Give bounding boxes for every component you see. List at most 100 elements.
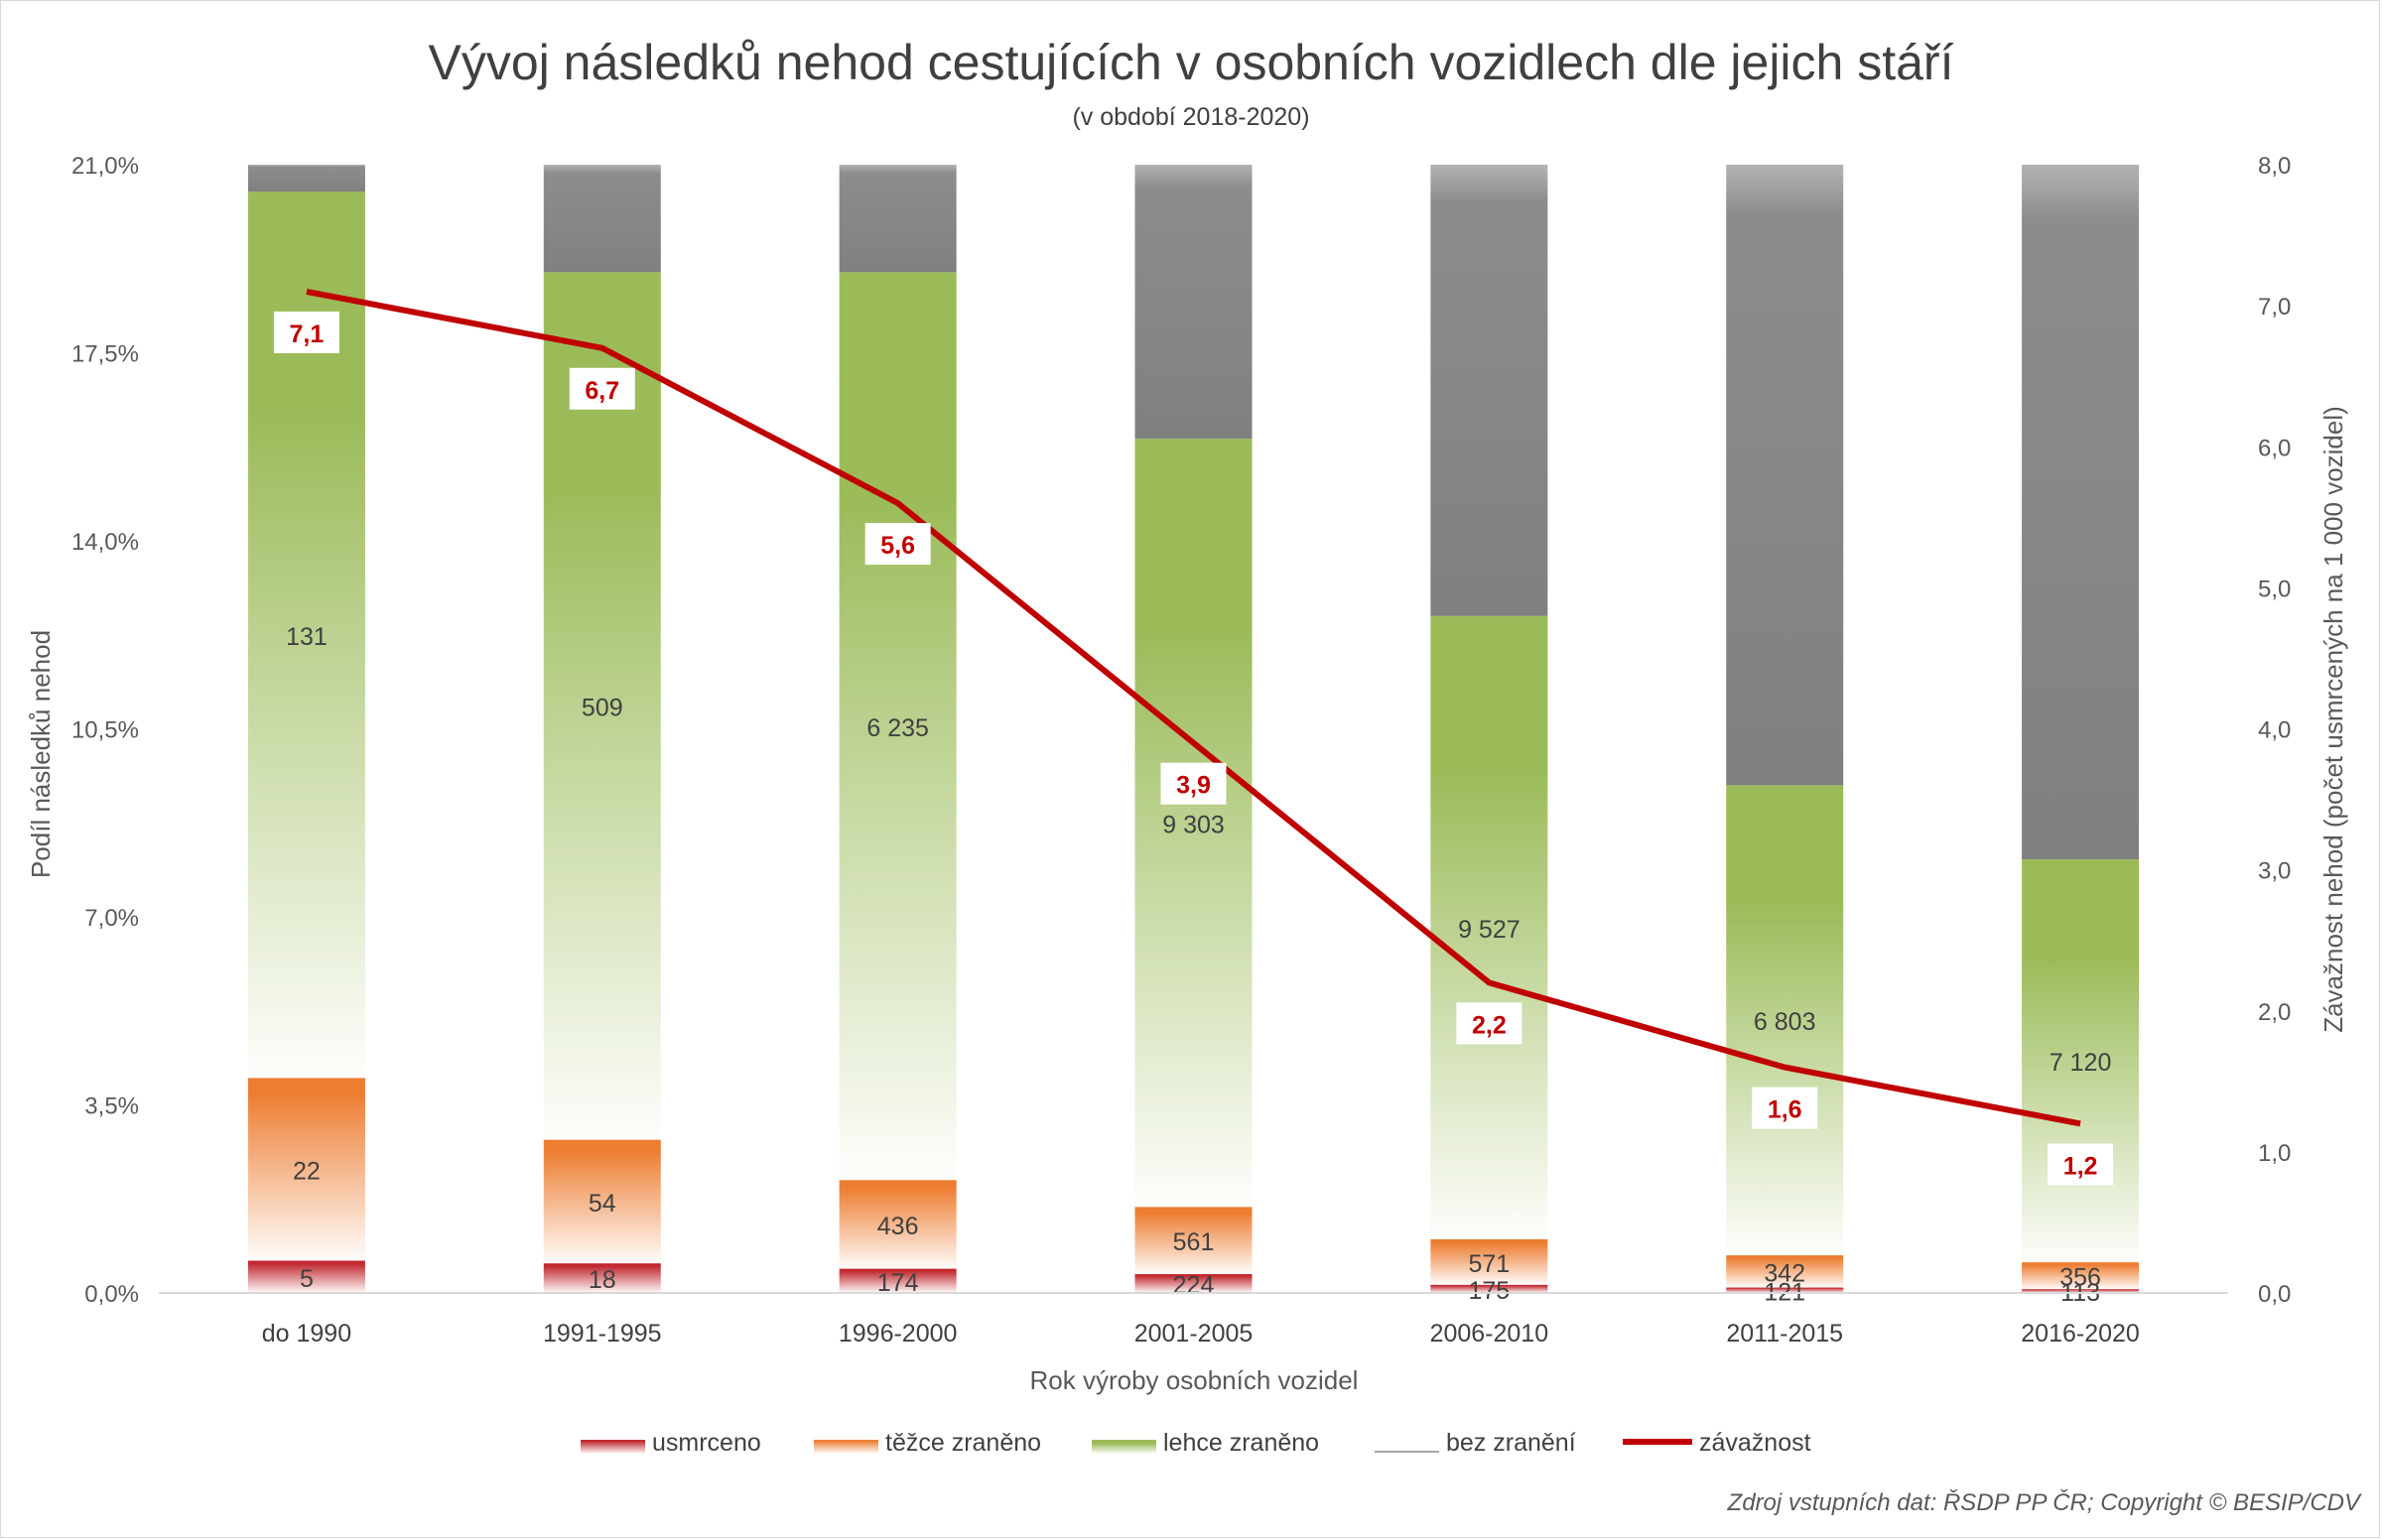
bar-segment-lehce-zraněno-3 <box>1134 439 1253 1208</box>
bar-segment-těžce-zraněno-6 <box>2022 1262 2140 1290</box>
legend-swatch <box>814 1440 878 1454</box>
x-tick-label: do 1990 <box>262 1320 351 1348</box>
bar-segment-bez-zranění-6 <box>2022 165 2140 860</box>
y-tick-label: 21,0% <box>71 153 139 180</box>
bar-segment-usmrceno-0 <box>247 1260 365 1293</box>
data-label-lehce-zraněno-3: 9 303 <box>1162 811 1225 838</box>
x-tick-label: 2006-2010 <box>1430 1320 1549 1348</box>
severity-label: 6,7 <box>585 377 619 405</box>
data-label-usmrceno-0: 5 <box>300 1265 314 1293</box>
severity-label: 5,6 <box>880 532 915 560</box>
bar-segment-lehce-zraněno-1 <box>543 272 661 1140</box>
bar-segment-usmrceno-1 <box>543 1263 661 1293</box>
data-label-těžce-zraněno-0: 22 <box>293 1157 321 1185</box>
bar-segment-lehce-zraněno-2 <box>839 272 957 1181</box>
chart-subtitle: (v období 2018-2020) <box>1072 103 1309 131</box>
data-label-usmrceno-3: 224 <box>1173 1272 1215 1300</box>
x-tick-label: 2001-2005 <box>1134 1320 1254 1348</box>
bar-segment-usmrceno-3 <box>1134 1274 1253 1293</box>
y2-tick-label: 4,0 <box>2258 717 2291 744</box>
y-tick-label: 10,5% <box>71 717 139 744</box>
legend-label: bez zranění <box>1446 1429 1576 1457</box>
data-label-těžce-zraněno-2: 436 <box>877 1213 919 1240</box>
legend-label: závažnost <box>1699 1429 1811 1457</box>
y2-tick-label: 5,0 <box>2258 576 2291 602</box>
legend-swatch <box>1092 1440 1156 1454</box>
severity-label-box <box>1752 1087 1818 1129</box>
y-tick-label: 3,5% <box>84 1093 139 1120</box>
y2-tick-label: 8,0 <box>2258 153 2291 180</box>
bar-segment-bez-zranění-2 <box>839 165 957 273</box>
x-tick-label: 1991-1995 <box>543 1320 662 1348</box>
x-tick-label: 2011-2015 <box>1726 1320 1843 1348</box>
bar-segment-těžce-zraněno-3 <box>1134 1207 1253 1275</box>
severity-label-box <box>1456 1002 1522 1045</box>
severity-label: 1,2 <box>2063 1152 2098 1180</box>
bar-segment-usmrceno-5 <box>1726 1287 1844 1293</box>
data-label-těžce-zraněno-6: 356 <box>2059 1264 2101 1292</box>
bar-segment-bez-zranění-5 <box>1726 165 1844 786</box>
legend-label: lehce zraněno <box>1163 1429 1319 1457</box>
y2-tick-label: 2,0 <box>2258 999 2291 1026</box>
y2-tick-label: 0,0 <box>2258 1281 2291 1308</box>
y2-tick-label: 6,0 <box>2258 435 2291 461</box>
x-tick-label: 2016-2020 <box>2021 1320 2140 1348</box>
bar-segment-usmrceno-4 <box>1430 1284 1548 1293</box>
data-label-lehce-zraněno-4: 9 527 <box>1458 916 1521 944</box>
severity-label: 7,1 <box>290 321 325 348</box>
legend-label: těžce zraněno <box>885 1429 1041 1457</box>
severity-line-layer: 7,1 6,7 5,6 3,9 2,2 1,6 1,2 <box>273 288 2114 1186</box>
bar-area <box>247 165 2140 1293</box>
bar-segment-těžce-zraněno-2 <box>839 1180 957 1269</box>
severity-label-box <box>273 311 339 353</box>
severity-label: 2,2 <box>1472 1011 1507 1039</box>
bar-segment-usmrceno-2 <box>839 1268 957 1293</box>
data-label-lehce-zraněno-1: 509 <box>582 694 623 721</box>
bar-segment-těžce-zraněno-4 <box>1430 1238 1548 1285</box>
y-tick-label: 0,0% <box>84 1281 139 1308</box>
data-label-usmrceno-4: 175 <box>1468 1277 1510 1305</box>
bar-segment-těžce-zraněno-0 <box>247 1078 365 1261</box>
data-label-těžce-zraněno-3: 561 <box>1173 1228 1215 1256</box>
data-label-usmrceno-1: 18 <box>589 1266 616 1294</box>
data-label-lehce-zraněno-2: 6 235 <box>866 714 929 742</box>
severity-label: 1,6 <box>1768 1096 1802 1124</box>
severity-label: 3,9 <box>1176 772 1211 800</box>
y2-tick-label: 3,0 <box>2258 858 2291 885</box>
y2-axis-title: Závažnost nehod (počet usmrcených na 1 0… <box>2318 406 2348 1033</box>
bar-segment-lehce-zraněno-4 <box>1430 615 1548 1239</box>
bar-segment-bez-zranění-4 <box>1430 165 1548 616</box>
severity-label-box <box>864 523 931 566</box>
axes: 0,0% 3,5% 7,0% 10,5% 14,0% 17,5% 21,0% 0,0 1,0 2,… <box>71 153 2291 1348</box>
y-tick-label: 14,0% <box>71 529 139 556</box>
legend-label: usmrceno <box>652 1429 761 1457</box>
bar-segment-bez-zranění-0 <box>247 165 365 192</box>
severity-label-box <box>2048 1143 2114 1186</box>
chart-title: Vývoj následků nehod cestujících v osobn… <box>429 35 1954 90</box>
bar-segment-těžce-zraněno-1 <box>543 1139 661 1264</box>
bar-segment-bez-zranění-3 <box>1134 165 1253 440</box>
y-axis-title: Podíl následků nehod <box>26 630 56 878</box>
y-tick-label: 17,5% <box>71 341 139 368</box>
bar-segment-usmrceno-6 <box>2022 1289 2140 1293</box>
x-axis-title: Rok výroby osobních vozidel <box>1030 1365 1359 1395</box>
y2-tick-label: 1,0 <box>2258 1140 2291 1167</box>
legend-swatch <box>581 1440 645 1454</box>
x-tick-label: 1996-2000 <box>839 1320 958 1348</box>
bar-segment-lehce-zraněno-6 <box>2022 859 2140 1263</box>
y-tick-label: 7,0% <box>84 905 139 932</box>
data-label-lehce-zraněno-6: 7 120 <box>2050 1049 2112 1077</box>
legend: usmrceno těžce zraněno lehce zraněno bez zr… <box>581 1429 1811 1457</box>
bar-segment-lehce-zraněno-5 <box>1726 785 1844 1256</box>
data-label-lehce-zraněno-5: 6 803 <box>1754 1008 1816 1036</box>
data-label-těžce-zraněno-1: 54 <box>589 1190 616 1218</box>
severity-line <box>306 288 2081 1127</box>
data-label-těžce-zraněno-5: 342 <box>1764 1259 1805 1287</box>
bar-segment-těžce-zraněno-5 <box>1726 1255 1844 1288</box>
y2-tick-label: 7,0 <box>2258 294 2291 321</box>
severity-label-box <box>569 367 635 410</box>
data-label-těžce-zraněno-4: 571 <box>1468 1250 1510 1278</box>
